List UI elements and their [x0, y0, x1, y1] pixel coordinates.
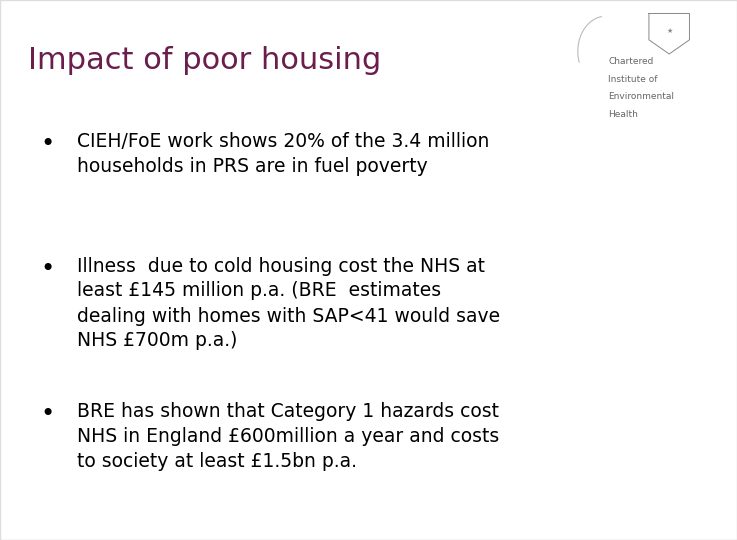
Text: Environmental: Environmental	[608, 92, 674, 102]
Text: •: •	[41, 132, 55, 156]
Text: ★: ★	[666, 28, 672, 33]
Text: Illness  due to cold housing cost the NHS at
least £145 million p.a. (BRE  estim: Illness due to cold housing cost the NHS…	[77, 256, 500, 350]
Text: BRE has shown that Category 1 hazards cost
NHS in England £600million a year and: BRE has shown that Category 1 hazards co…	[77, 402, 500, 471]
Text: CIEH/FoE work shows 20% of the 3.4 million
households in PRS are in fuel poverty: CIEH/FoE work shows 20% of the 3.4 milli…	[77, 132, 490, 176]
Text: Chartered: Chartered	[608, 57, 654, 66]
Text: •: •	[41, 256, 55, 280]
Text: Institute of: Institute of	[608, 75, 657, 84]
Text: •: •	[41, 402, 55, 426]
Text: Health: Health	[608, 110, 638, 119]
Text: Impact of poor housing: Impact of poor housing	[28, 46, 381, 75]
